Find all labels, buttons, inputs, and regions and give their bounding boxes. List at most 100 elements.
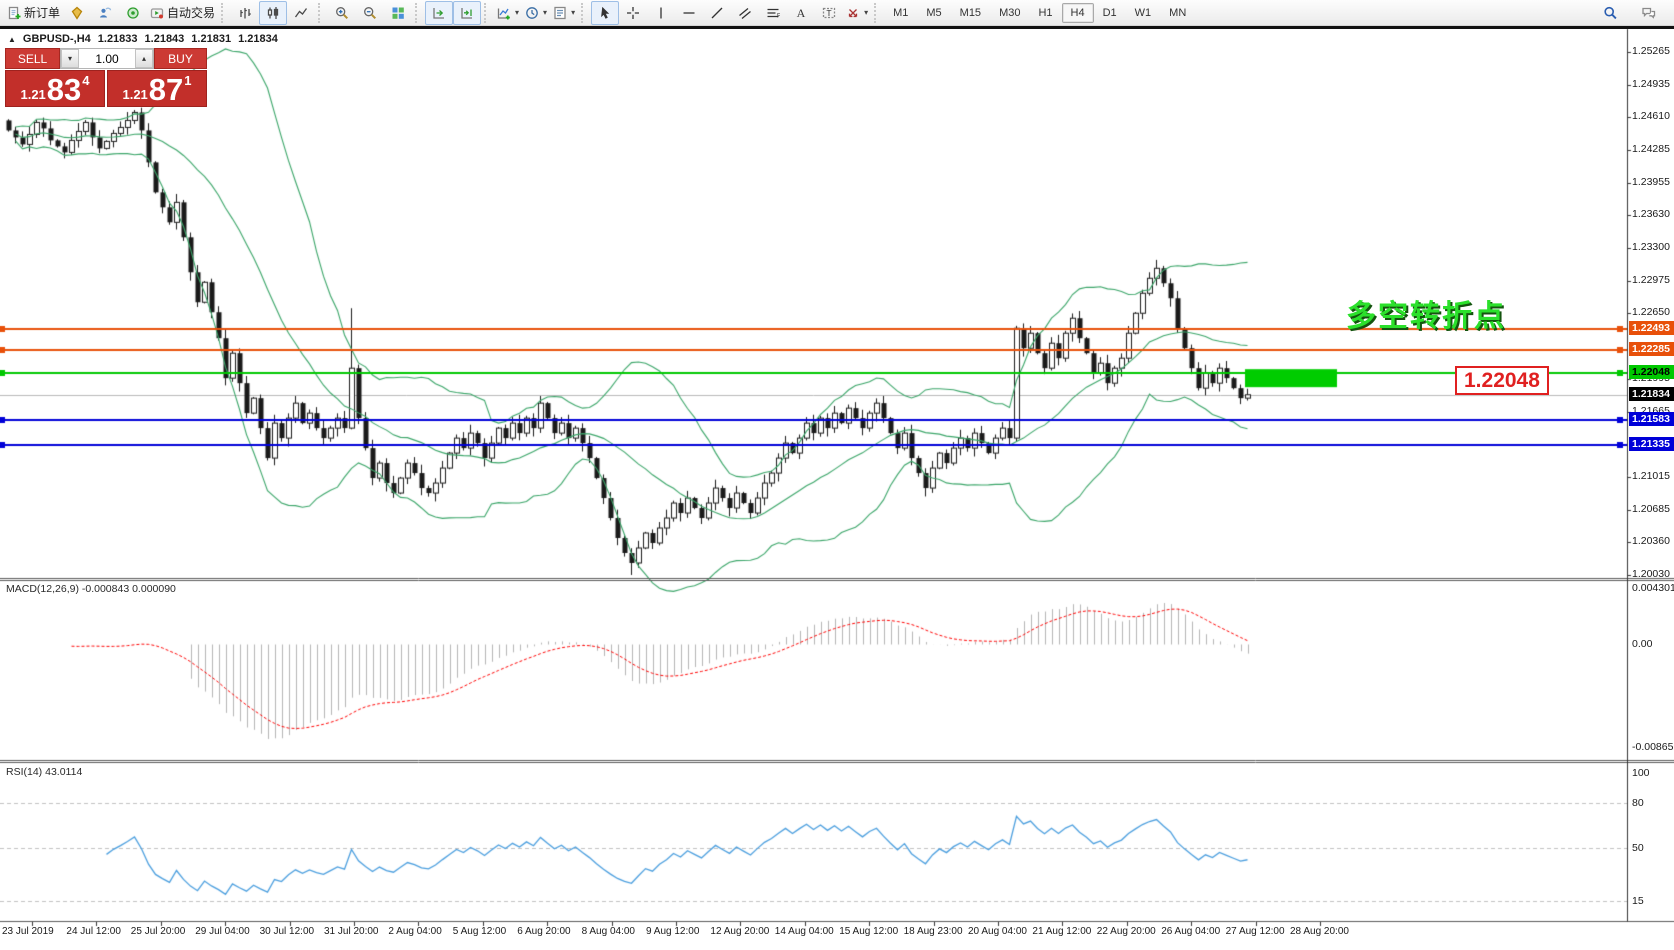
zoom-out-icon: [363, 6, 377, 20]
ohlc-open: 1.21833: [97, 33, 138, 45]
volume-decrease-button[interactable]: ▾: [61, 49, 79, 68]
arrows-icon: [846, 6, 860, 20]
templates-button[interactable]: ▾: [550, 1, 578, 25]
zoom-in-button[interactable]: [328, 1, 356, 25]
toolbar-separator: [221, 2, 228, 23]
tile-windows-button[interactable]: [384, 1, 412, 25]
cursor-button[interactable]: [591, 0, 620, 25]
timeframe-button-m5[interactable]: M5: [926, 6, 942, 19]
sell-price-big: 83: [46, 71, 82, 107]
toolbar-group: F A T ▾: [591, 0, 871, 26]
volume-increase-icon: ▴: [141, 54, 146, 63]
chat-button[interactable]: [1634, 1, 1662, 25]
price-axis-tick: 1.20360: [1632, 535, 1670, 547]
sell-price-button[interactable]: 1.21 83 4: [5, 70, 105, 107]
crosshair-icon: [626, 6, 640, 20]
price-axis-tick: 1.21015: [1632, 469, 1670, 482]
tile-windows-icon: [391, 6, 405, 20]
buy-button[interactable]: BUY: [154, 48, 207, 69]
candles-button[interactable]: [259, 0, 288, 25]
sell-price-pip: 4: [82, 73, 90, 88]
chevron-down-icon[interactable]: ▾: [571, 8, 576, 17]
rsi-label: RSI(14) 43.0114: [6, 766, 83, 778]
signals-button[interactable]: [119, 1, 147, 25]
community-button[interactable]: [91, 1, 119, 25]
chart-annotation-text[interactable]: 多空转折点: [1346, 300, 1506, 333]
one-click-trading-panel: SELL ▾ ▴ BUY 1.21 83 4 1.21 87 1: [5, 48, 207, 107]
timeframe-button-m15[interactable]: M15: [959, 6, 982, 19]
macd-axis-tick: 0.004301: [1632, 581, 1674, 594]
price-axis-tick: 1.22650: [1632, 306, 1670, 319]
indicators-icon: [497, 6, 511, 20]
profile-button[interactable]: [63, 1, 91, 25]
timeframe-button-w1[interactable]: W1: [1134, 6, 1152, 19]
autotrading-button[interactable]: 自动交易: [147, 1, 218, 25]
price-axis-tick: 1.23300: [1632, 241, 1670, 254]
chart-shift-button[interactable]: [453, 0, 482, 25]
vline-button[interactable]: [647, 1, 675, 25]
fibo-button[interactable]: F: [759, 1, 787, 25]
svg-text:T: T: [826, 8, 831, 18]
price-axis-line-label: 1.21583: [1629, 411, 1674, 426]
toolbar-group: [425, 0, 482, 26]
signals-icon: [126, 6, 140, 20]
timeframe-button-h4[interactable]: H4: [1061, 2, 1094, 23]
autoscroll-button[interactable]: [425, 0, 454, 25]
chat-icon: [1641, 6, 1656, 20]
line-chart-button[interactable]: [287, 1, 315, 25]
new-order-button-label: 新订单: [24, 6, 61, 20]
time-axis-label: 8 Aug 04:00: [581, 926, 635, 937]
volume-input[interactable]: [79, 49, 135, 68]
time-axis-label: 28 Aug 20:00: [1290, 926, 1349, 937]
time-axis-label: 12 Aug 20:00: [710, 926, 770, 937]
hline-button[interactable]: [675, 1, 703, 25]
text-icon: A: [794, 6, 808, 20]
bars-icon: [238, 6, 252, 20]
toolbar-group: [231, 0, 315, 26]
time-axis-label: 27 Aug 12:00: [1225, 926, 1285, 937]
indicators-button[interactable]: ▾: [494, 1, 522, 25]
chevron-down-icon[interactable]: ▾: [515, 8, 520, 17]
profile-icon: [70, 6, 84, 20]
timeframe-button-m1[interactable]: M1: [893, 6, 909, 19]
new-order-button[interactable]: 新订单: [4, 1, 63, 25]
timeframe-button-mn[interactable]: MN: [1169, 6, 1187, 19]
bars-button[interactable]: [231, 1, 259, 25]
sell-button[interactable]: SELL: [5, 48, 60, 69]
arrows-button[interactable]: ▾: [843, 1, 871, 25]
timeframe-button-h1[interactable]: H1: [1038, 6, 1053, 19]
text-button[interactable]: A: [787, 1, 815, 25]
time-axis-label: 5 Aug 12:00: [452, 926, 507, 937]
price-axis-tick: 1.25265: [1632, 45, 1670, 57]
vline-icon: [654, 6, 668, 20]
zoom-out-button[interactable]: [356, 1, 384, 25]
chart-window-top-border: [0, 26, 1674, 29]
trendline-icon: [710, 6, 724, 20]
periods-button[interactable]: ▾: [522, 1, 550, 25]
label-button[interactable]: T: [815, 1, 843, 25]
timeframe-button-d1[interactable]: D1: [1102, 6, 1117, 19]
price-axis-line-label: 1.22048: [1629, 365, 1674, 380]
chevron-down-icon[interactable]: ▾: [864, 8, 869, 17]
buy-price-button[interactable]: 1.21 87 1: [107, 70, 207, 107]
toolbar-separator: [318, 2, 325, 23]
search-icon: [1603, 6, 1618, 20]
time-axis-label: 25 Jul 20:00: [130, 926, 186, 937]
chart-shift-icon: [460, 6, 474, 20]
trendline-button[interactable]: [703, 1, 731, 25]
ohlc-low: 1.21831: [191, 33, 232, 45]
chevron-down-icon[interactable]: ▾: [543, 8, 548, 17]
volume-increase-button[interactable]: ▴: [135, 49, 153, 68]
timeframe-button-m30[interactable]: M30: [999, 6, 1021, 19]
crosshair-button[interactable]: [619, 1, 647, 25]
price-callout-box[interactable]: 1.22048: [1455, 366, 1549, 396]
collapse-icon[interactable]: ▲: [8, 34, 16, 44]
price-axis-line-label: 1.22285: [1629, 341, 1674, 356]
hline-icon: [682, 6, 696, 20]
toolbar-separator: [484, 2, 491, 23]
search-button[interactable]: [1596, 1, 1624, 25]
channel-button[interactable]: [731, 1, 759, 25]
zoom-in-icon: [335, 6, 349, 20]
